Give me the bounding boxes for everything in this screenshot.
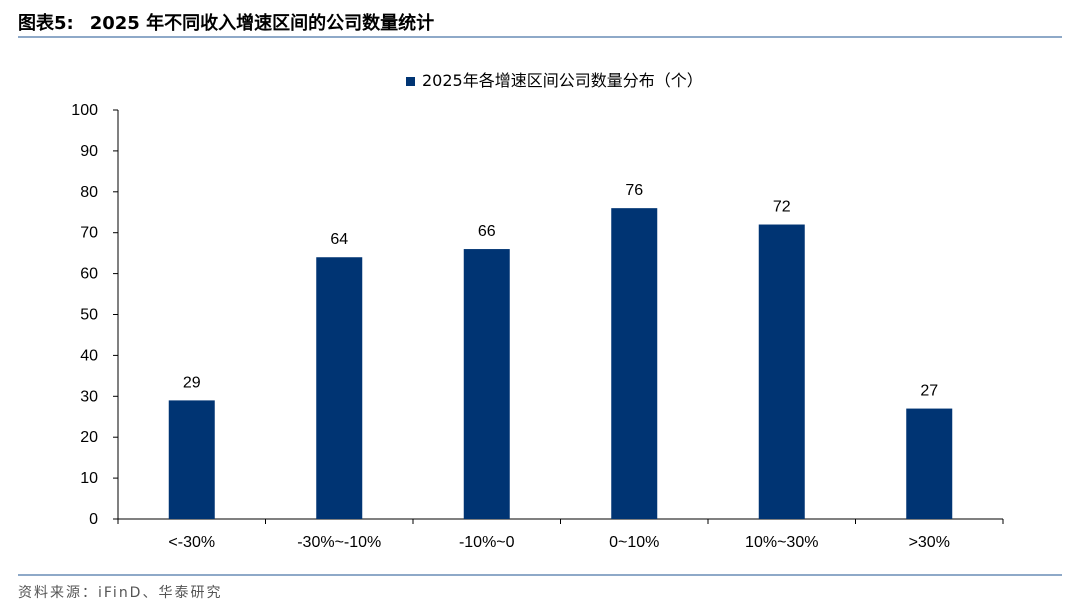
bar bbox=[906, 408, 953, 519]
bar bbox=[463, 249, 510, 519]
x-tick-label: 10%~30% bbox=[745, 534, 818, 551]
y-tick-label: 0 bbox=[89, 511, 98, 528]
header-rule bbox=[18, 36, 1062, 38]
x-tick-label: >30% bbox=[909, 534, 950, 551]
y-tick-label: 20 bbox=[80, 429, 98, 446]
bar bbox=[758, 224, 805, 519]
y-tick-label: 60 bbox=[80, 266, 98, 283]
x-tick-label: <-30% bbox=[168, 534, 215, 551]
y-tick-label: 10 bbox=[80, 470, 98, 487]
legend-swatch bbox=[406, 77, 415, 86]
data-label: 64 bbox=[330, 231, 348, 248]
bar bbox=[168, 400, 215, 519]
data-label: 76 bbox=[625, 182, 643, 199]
figure-label: 图表5: bbox=[18, 13, 74, 34]
x-tick-label: -30%~-10% bbox=[297, 534, 381, 551]
data-label: 29 bbox=[183, 374, 201, 391]
source-note: 资料来源：iFinD、华泰研究 bbox=[18, 585, 223, 601]
data-label: 27 bbox=[920, 383, 938, 400]
y-tick-label: 50 bbox=[80, 307, 98, 324]
figure-title: 2025 年不同收入增速区间的公司数量统计 bbox=[89, 13, 435, 34]
y-tick-label: 80 bbox=[80, 184, 98, 201]
data-label: 72 bbox=[773, 199, 791, 216]
bar-chart: 0 10 20 30 40 50 60 70 80 90 100 29 <-30% 64 -30%~-10%… bbox=[71, 71, 1004, 551]
y-tick-label: 40 bbox=[80, 347, 98, 364]
x-tick-label: 0~10% bbox=[609, 534, 659, 551]
footer-rule bbox=[18, 574, 1062, 576]
data-label: 66 bbox=[478, 223, 496, 240]
y-tick-label: 70 bbox=[80, 225, 98, 242]
figure-header: 图表5: 2025 年不同收入增速区间的公司数量统计 bbox=[18, 8, 434, 36]
y-tick-label: 100 bbox=[71, 102, 98, 119]
y-tick-label: 90 bbox=[80, 143, 98, 160]
legend-label: 2025年各增速区间公司数量分布（个） bbox=[422, 71, 703, 90]
y-tick-label: 30 bbox=[80, 388, 98, 405]
bar bbox=[316, 257, 363, 519]
bar bbox=[611, 208, 658, 519]
x-tick-label: -10%~0 bbox=[459, 534, 515, 551]
